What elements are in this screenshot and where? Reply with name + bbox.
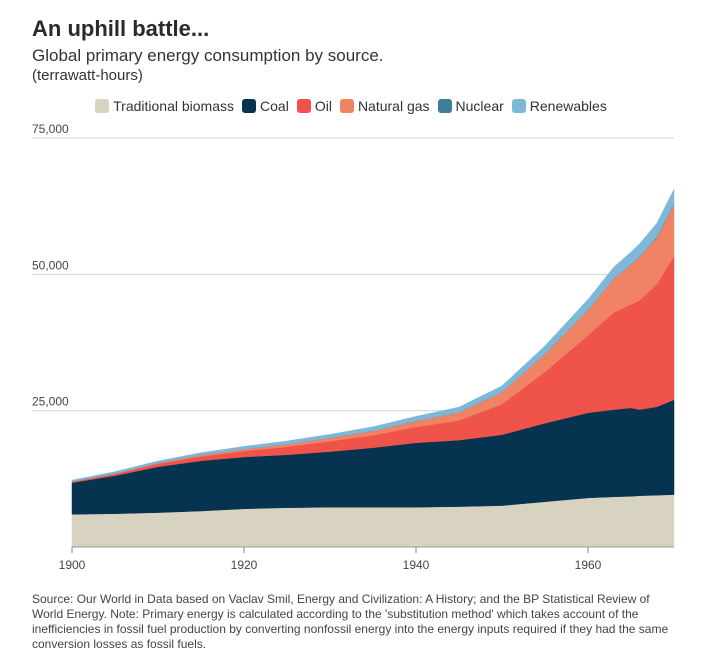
legend-label: Oil xyxy=(314,98,332,114)
chart-title: An uphill battle... xyxy=(32,16,210,41)
chart-units: (terrawatt-hours) xyxy=(32,67,143,84)
legend-item: Renewables xyxy=(511,98,607,114)
y-tick-label: 75,000 xyxy=(32,122,69,136)
y-tick-label: 50,000 xyxy=(32,258,69,272)
y-tick-label: 25,000 xyxy=(32,395,69,409)
legend-swatch xyxy=(95,99,110,113)
legend-item: Nuclear xyxy=(437,98,504,114)
x-tick-label: 1940 xyxy=(403,558,430,572)
x-tick-label: 1960 xyxy=(575,558,602,572)
legend-item: Coal xyxy=(242,98,289,114)
area-coal xyxy=(71,399,675,515)
legend-item: Traditional biomass xyxy=(95,98,234,114)
legend-swatch xyxy=(242,99,257,113)
chart-legend: Traditional biomass Coal Oil Natural gas Nuc… xyxy=(0,98,702,114)
legend-item: Oil xyxy=(296,98,332,114)
legend-swatch xyxy=(296,99,311,113)
legend-label: Nuclear xyxy=(455,98,504,114)
legend-swatch xyxy=(437,99,452,113)
x-tick-label: 1900 xyxy=(59,558,86,572)
legend-item: Natural gas xyxy=(339,98,430,114)
legend-label: Traditional biomass xyxy=(113,98,235,114)
stacked-area-chart: 25,000 50,000 75,000 1900 1920 1940 1960 xyxy=(32,122,675,572)
area-renewables xyxy=(71,189,675,482)
x-tick-label: 1920 xyxy=(231,558,258,572)
legend-label: Natural gas xyxy=(357,98,430,114)
legend-label: Renewables xyxy=(529,98,607,114)
legend-label: Coal xyxy=(260,98,289,114)
legend-swatch xyxy=(339,99,354,113)
source-note: Source: Our World in Data based on Vacla… xyxy=(32,592,669,651)
legend-swatch xyxy=(511,99,526,113)
chart-subtitle: Global primary energy consumption by sou… xyxy=(32,46,384,65)
